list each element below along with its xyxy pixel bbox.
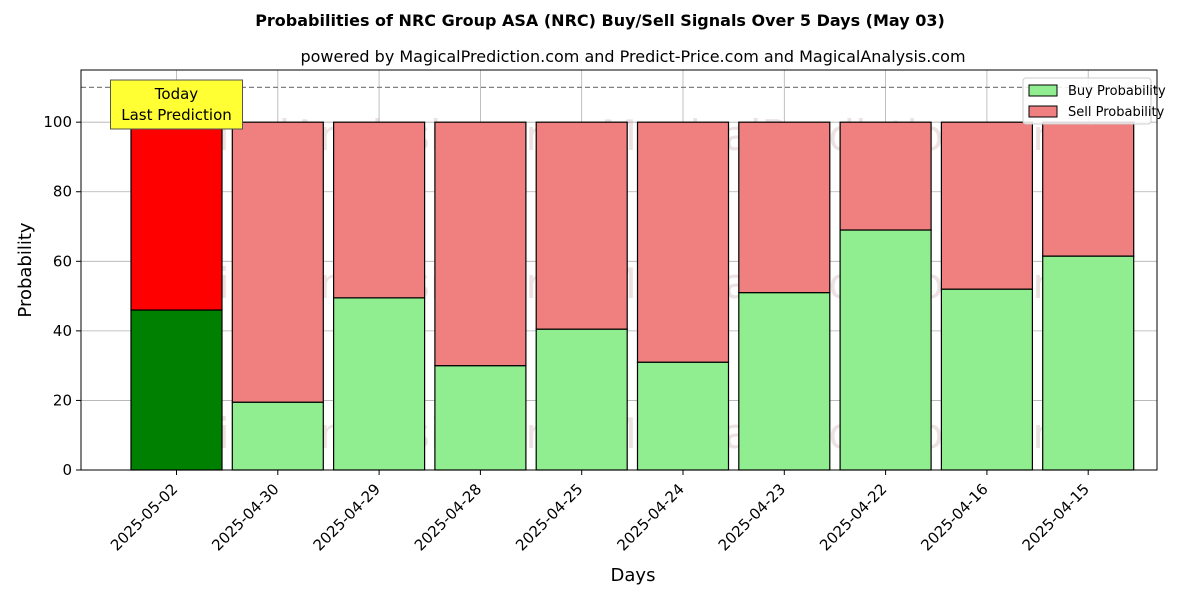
buy-bar — [231, 401, 324, 471]
buy-bar — [130, 309, 223, 471]
y-tick-label: 0 — [62, 461, 72, 479]
chart-title: Probabilities of NRC Group ASA (NRC) Buy… — [255, 11, 945, 30]
sell-bar — [1042, 121, 1135, 257]
y-tick-label: 80 — [53, 183, 72, 201]
legend-swatch — [1028, 84, 1058, 97]
x-tick-label: 2025-05-02 — [107, 480, 181, 554]
x-tick-label: 2025-04-28 — [411, 480, 485, 554]
buy-bar — [535, 328, 628, 471]
sell-bar — [333, 121, 426, 299]
y-tick-label: 20 — [53, 391, 72, 409]
x-tick-label: 2025-04-24 — [613, 480, 687, 554]
annotation-box — [110, 79, 243, 130]
bars — [130, 121, 1135, 471]
x-tick-label: 2025-04-16 — [917, 480, 991, 554]
buy-bar — [434, 365, 527, 471]
plot-frame — [80, 69, 1158, 471]
x-axis-label: Days — [611, 565, 656, 586]
buy-bar — [636, 361, 730, 471]
buy-bar — [839, 229, 932, 471]
x-tick-label: 2025-04-23 — [715, 480, 789, 554]
sell-bar — [636, 121, 730, 363]
legend: Buy Probability Sell Probability — [1022, 77, 1166, 125]
sell-bar — [535, 121, 628, 330]
sell-bar — [940, 121, 1034, 290]
x-tick-label: 2025-04-30 — [208, 480, 282, 554]
annotation-text: Last Prediction — [121, 106, 232, 124]
x-tick-label: 2025-04-22 — [816, 480, 890, 554]
sell-bar — [130, 121, 223, 311]
legend-label: Buy Probability — [1068, 84, 1166, 99]
sell-bar — [434, 121, 527, 367]
buy-bar — [940, 288, 1034, 471]
buy-bar — [1042, 255, 1135, 471]
sell-bar — [738, 121, 831, 294]
y-tick-label: 100 — [43, 113, 72, 131]
today-annotation: Today Last Prediction — [110, 79, 243, 130]
x-tick-label: 2025-04-15 — [1019, 480, 1093, 554]
legend-label: Sell Probability — [1068, 105, 1165, 120]
buy-bar — [333, 297, 426, 471]
sell-bar — [839, 121, 932, 231]
x-tick-label: 2025-04-25 — [512, 480, 586, 554]
legend-swatch — [1028, 105, 1058, 118]
sell-bar — [231, 121, 324, 403]
y-axis-label: Probability — [15, 222, 36, 317]
annotation-text: Today — [154, 85, 199, 103]
y-tick-label: 40 — [53, 322, 72, 340]
x-tick-label: 2025-04-29 — [310, 480, 384, 554]
buy-bar — [738, 292, 831, 471]
y-tick-label: 60 — [53, 252, 72, 270]
chart-subtitle: powered by MagicalPrediction.com and Pre… — [300, 47, 965, 66]
